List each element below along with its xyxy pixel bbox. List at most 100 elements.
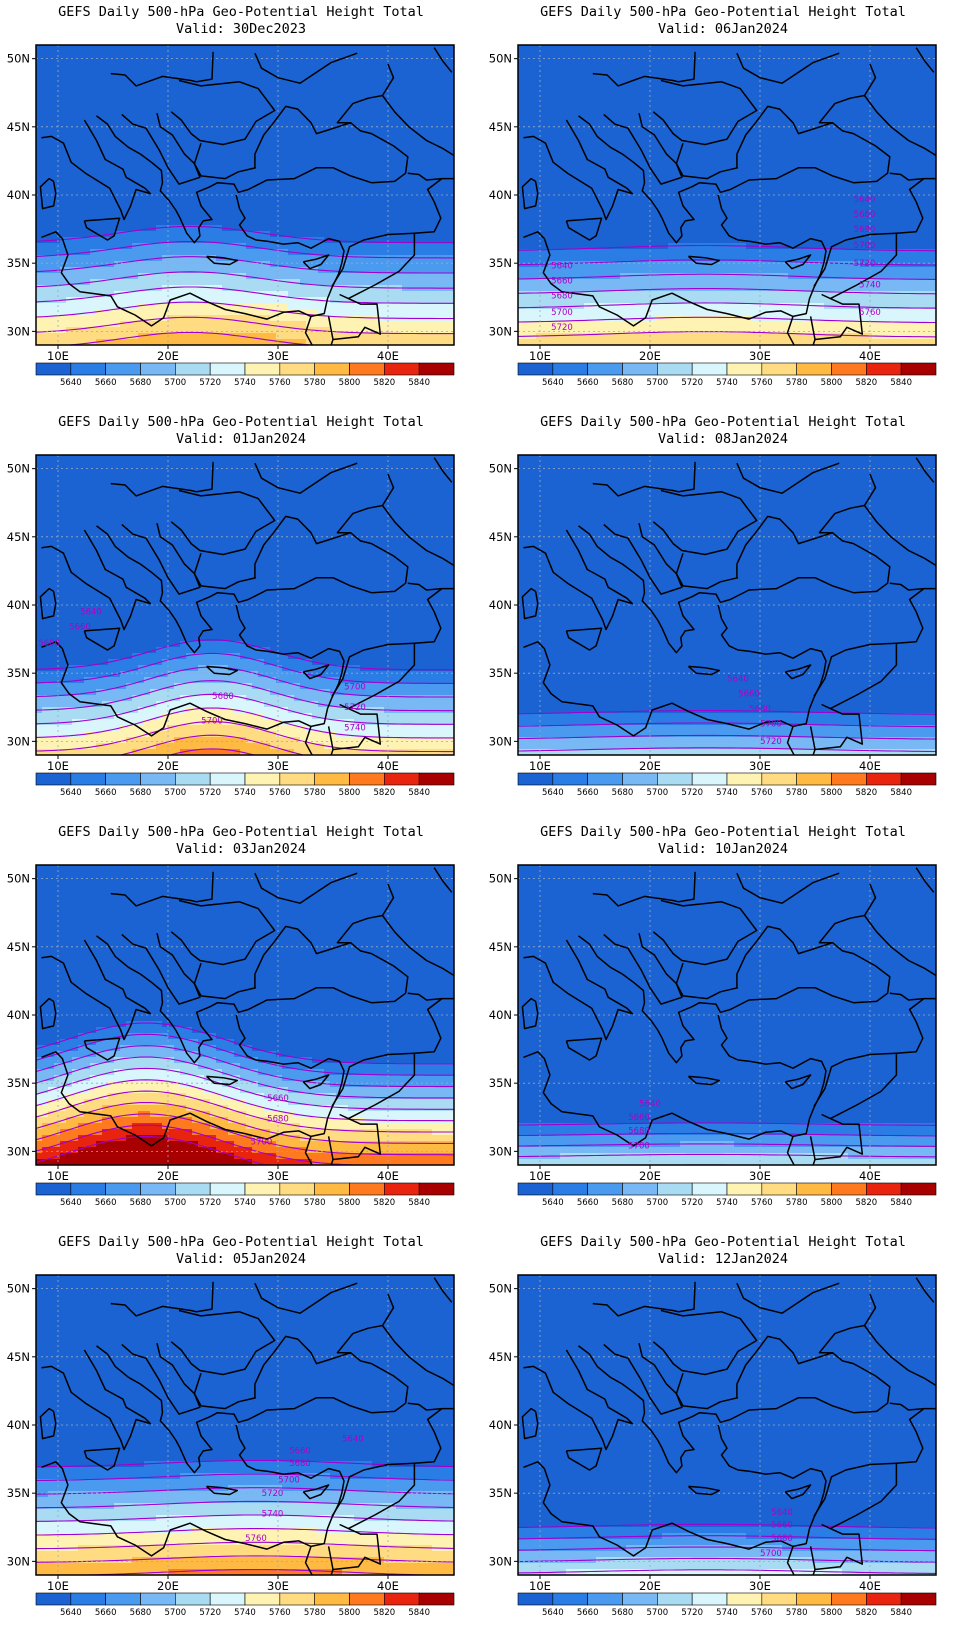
lon-tick-label: 20E (157, 349, 179, 363)
colorbar-label: 5640 (542, 1198, 564, 1208)
colorbar-swatch (517, 772, 554, 786)
colorbar-label: 5740 (234, 1198, 256, 1208)
contour-line (36, 1079, 454, 1122)
coastline (39, 177, 57, 210)
colorbar-swatch (691, 362, 728, 376)
colorbar-swatch (35, 1592, 72, 1606)
contour-line (36, 693, 454, 725)
height-field (518, 1275, 936, 1575)
panel-title: GEFS Daily 500-hPa Geo-Potential Height … (0, 414, 482, 431)
map-panel: GEFS Daily 500-hPa Geo-Potential Height … (482, 410, 964, 820)
coastline (863, 505, 936, 567)
contour-line (518, 734, 936, 740)
colorbar-label: 5660 (577, 1198, 599, 1208)
colorbar-label: 5640 (60, 1198, 82, 1208)
lat-tick-label: 45N (489, 120, 512, 134)
map-panel: GEFS Daily 500-hPa Geo-Potential Height … (482, 1230, 964, 1640)
colorbar-label: 5840 (408, 1608, 430, 1618)
contour-label: 5700 (278, 1475, 300, 1485)
contour-label: 5700 (854, 241, 876, 251)
coastline (523, 939, 634, 1041)
contour-line (518, 747, 936, 753)
lat-tick-label: 30N (489, 1144, 512, 1158)
panel-title: GEFS Daily 500-hPa Geo-Potential Height … (482, 414, 964, 431)
colorbar-label: 5720 (681, 1608, 703, 1618)
colorbar-label: 5740 (234, 1608, 256, 1618)
coastline (814, 1113, 864, 1161)
contour-line (36, 240, 454, 259)
coastline (830, 643, 898, 710)
lon-tick-label: 40E (377, 349, 399, 363)
coastline (83, 217, 121, 241)
lon-tick-label: 10E (529, 759, 551, 773)
panel-valid-date: Valid: 03Jan2024 (0, 841, 482, 858)
colorbar-label: 5680 (130, 378, 152, 388)
colorbar-label: 5820 (856, 378, 878, 388)
coastline (193, 552, 257, 590)
colorbar-swatch (622, 362, 658, 376)
panel-valid-date: Valid: 06Jan2024 (482, 21, 964, 38)
colorbar-label: 5660 (577, 1608, 599, 1618)
contour-line (36, 1113, 454, 1156)
lon-tick-label: 30E (749, 349, 771, 363)
colorbar-swatch (866, 772, 902, 786)
colorbar-swatch (761, 362, 797, 376)
lon-tick-label: 10E (47, 1169, 69, 1183)
coastline (206, 665, 239, 676)
contour-line (118, 734, 306, 755)
colorbar-label: 5740 (716, 1608, 738, 1618)
coastline (915, 867, 935, 893)
contour-label: 5640 (771, 1508, 793, 1518)
colorbar-label: 5640 (60, 1608, 82, 1618)
lon-tick-label: 20E (639, 1579, 661, 1593)
colorbar-swatch (657, 1592, 693, 1606)
contour-line (36, 1045, 454, 1088)
map-canvas: 30N 35N 40N 45N 50N 10E 20E 30E 40E 5640 5660 5680 5… (7, 44, 455, 388)
colorbar-swatch (418, 1592, 455, 1606)
colorbar-label: 5740 (716, 378, 738, 388)
height-field (36, 1275, 454, 1588)
contour-line (91, 1583, 421, 1588)
coastline (381, 915, 454, 977)
contour-line (36, 1528, 454, 1536)
colorbar-swatch (70, 1592, 106, 1606)
colorbar-label: 5780 (304, 788, 326, 798)
coastline (578, 515, 891, 654)
colorbar-swatch (900, 772, 937, 786)
colorbar-label: 5680 (130, 1608, 152, 1618)
coastline (41, 1424, 345, 1557)
coastline (603, 523, 683, 595)
colorbar-swatch (244, 1592, 281, 1606)
coastline (110, 1281, 214, 1317)
colorbar-label: 5760 (751, 788, 773, 798)
colorbar-swatch (517, 1182, 554, 1196)
colorbar-swatch (279, 1592, 315, 1606)
lat-tick-label: 45N (489, 530, 512, 544)
coastline (813, 177, 936, 287)
colorbar-swatch (175, 362, 211, 376)
colorbar-label: 5640 (60, 378, 82, 388)
lon-tick-label: 20E (157, 1169, 179, 1183)
coastline (170, 489, 276, 556)
lat-tick-label: 50N (489, 52, 512, 66)
height-field (36, 865, 454, 1165)
lat-tick-label: 45N (7, 940, 30, 954)
contour-label: 5740 (344, 723, 366, 733)
contour-label: 5660 (771, 1520, 793, 1530)
coastline (889, 172, 924, 181)
contour-line (36, 721, 454, 753)
coastline (688, 1485, 721, 1496)
lon-tick-label: 30E (267, 1579, 289, 1593)
colorbar-swatch (866, 362, 902, 376)
contour-line (36, 1022, 454, 1065)
coastline (603, 113, 683, 185)
colorbar-label: 5740 (716, 1198, 738, 1208)
contour-label: 5660 (551, 277, 573, 287)
colorbar-label: 5800 (339, 378, 361, 388)
colorbar-label: 5700 (165, 1608, 187, 1618)
colorbar-label: 5820 (856, 788, 878, 798)
colorbar-label: 5720 (199, 1198, 221, 1208)
panel-valid-date: Valid: 12Jan2024 (482, 1251, 964, 1268)
colorbar-label: 5740 (234, 788, 256, 798)
coastline (348, 1053, 416, 1120)
